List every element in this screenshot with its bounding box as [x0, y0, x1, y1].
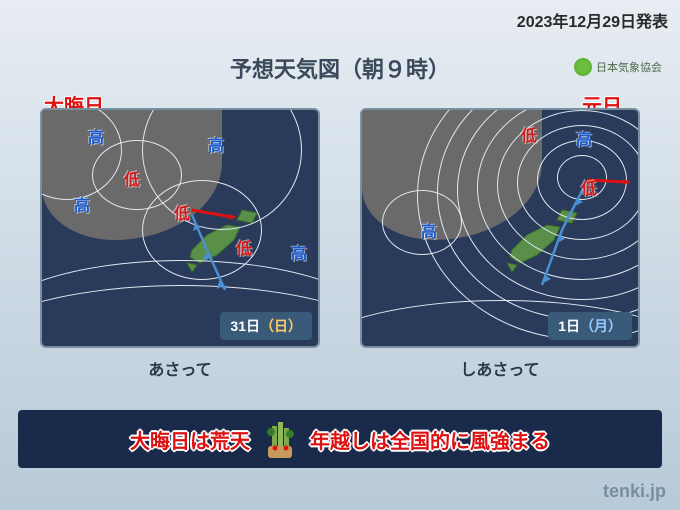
- pressure-high-label: 高: [417, 218, 441, 242]
- pressure-low-label: 低: [232, 235, 256, 259]
- publisher-logo-icon: [574, 58, 592, 76]
- pressure-low-label: 低: [120, 166, 144, 190]
- weather-map-right: 1日（月） 低高低高: [360, 108, 640, 348]
- headline-text-1: 大晦日は荒天: [130, 425, 250, 454]
- weather-forecast-container: 2023年12月29日発表 予想天気図（朝９時） 日本気象協会 大晦日: [0, 0, 680, 510]
- relative-day-left: あさって: [40, 356, 320, 380]
- publisher-badge: 日本気象協会: [574, 58, 662, 76]
- headline-text-2: 年越しは全国的に風強まる: [310, 425, 550, 454]
- date-tab-right: 1日（月）: [548, 312, 632, 340]
- date-number: 31日: [230, 318, 260, 334]
- maps-row: 大晦日: [0, 108, 680, 380]
- day-of-week: （月）: [580, 318, 622, 334]
- headline-banner: 大晦日は荒天 年越しは全国的に風強まる: [18, 410, 662, 468]
- date-tab-left: 31日（日）: [220, 312, 312, 340]
- map-block-left: 大晦日: [40, 108, 320, 380]
- pressure-high-label: 高: [84, 124, 108, 148]
- publish-date: 2023年12月29日発表: [517, 8, 668, 32]
- pressure-low-label: 低: [517, 122, 541, 146]
- pressure-low-label: 低: [170, 200, 194, 224]
- date-number: 1日: [558, 318, 580, 334]
- pressure-high-label: 高: [287, 240, 311, 264]
- pressure-high-label: 高: [204, 132, 228, 156]
- pressure-low-label: 低: [577, 175, 601, 199]
- kadomatsu-icon: [262, 418, 298, 460]
- page-title: 予想天気図（朝９時）: [230, 52, 450, 84]
- publisher-name: 日本気象協会: [596, 59, 662, 75]
- map-block-right: 元日: [360, 108, 640, 380]
- watermark: tenki.jp: [603, 481, 666, 502]
- pressure-high-label: 高: [572, 126, 596, 150]
- pressure-high-label: 高: [70, 192, 94, 216]
- weather-map-left: 31日（日） 高高低高低低高: [40, 108, 320, 348]
- day-of-week: （日）: [260, 318, 302, 334]
- relative-day-right: しあさって: [360, 356, 640, 380]
